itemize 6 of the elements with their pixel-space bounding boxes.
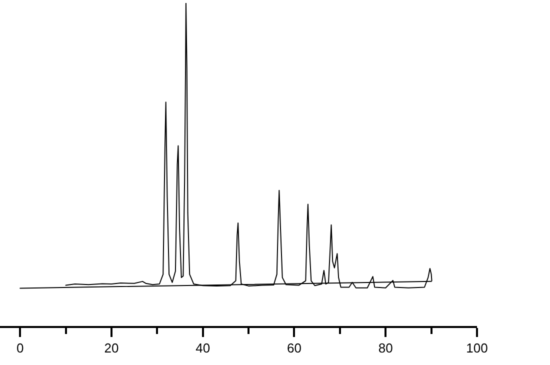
x-tick-label: 0: [16, 340, 24, 356]
x-tick-label: 40: [196, 340, 210, 356]
x-tick-label: 60: [287, 340, 302, 356]
x-tick-label: 100: [466, 340, 488, 356]
x-tick-label: 20: [104, 340, 119, 356]
x-tick-label: 80: [378, 340, 393, 356]
